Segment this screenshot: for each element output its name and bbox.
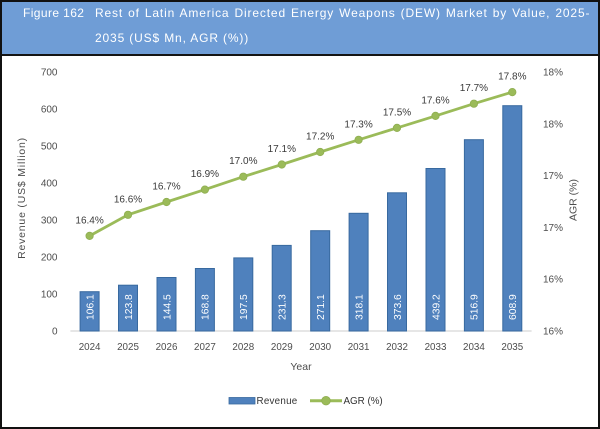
svg-text:2031: 2031 xyxy=(348,342,370,353)
svg-text:168.8: 168.8 xyxy=(201,294,212,320)
svg-text:2029: 2029 xyxy=(271,342,293,353)
svg-text:17%: 17% xyxy=(543,171,563,182)
svg-text:17.7%: 17.7% xyxy=(460,83,488,94)
svg-text:2032: 2032 xyxy=(386,342,408,353)
svg-text:18%: 18% xyxy=(543,68,563,79)
svg-text:AGR (%): AGR (%) xyxy=(344,396,383,407)
svg-text:100: 100 xyxy=(41,290,58,301)
svg-text:2030: 2030 xyxy=(309,342,331,353)
svg-text:16.4%: 16.4% xyxy=(75,215,103,226)
svg-text:16%: 16% xyxy=(543,275,563,286)
svg-text:600: 600 xyxy=(41,105,58,116)
svg-text:17.2%: 17.2% xyxy=(306,132,334,143)
svg-text:Revenue (US$ Million): Revenue (US$ Million) xyxy=(16,137,28,259)
svg-text:2028: 2028 xyxy=(232,342,254,353)
svg-text:17%: 17% xyxy=(543,223,563,234)
svg-text:400: 400 xyxy=(41,179,58,190)
svg-text:2025: 2025 xyxy=(117,342,139,353)
svg-text:516.9: 516.9 xyxy=(470,294,481,320)
svg-text:2026: 2026 xyxy=(156,342,178,353)
svg-text:17.0%: 17.0% xyxy=(229,156,257,167)
svg-text:700: 700 xyxy=(41,68,58,79)
svg-text:18%: 18% xyxy=(543,119,563,130)
svg-text:17.6%: 17.6% xyxy=(421,95,449,106)
svg-text:17.3%: 17.3% xyxy=(344,119,372,130)
svg-text:17.8%: 17.8% xyxy=(498,72,526,83)
svg-text:16%: 16% xyxy=(543,327,563,338)
svg-text:300: 300 xyxy=(41,216,58,227)
svg-text:144.5: 144.5 xyxy=(162,294,173,320)
svg-text:2027: 2027 xyxy=(194,342,216,353)
svg-text:2035: 2035 xyxy=(501,342,523,353)
svg-text:271.1: 271.1 xyxy=(316,294,327,320)
svg-text:16.7%: 16.7% xyxy=(152,182,180,193)
svg-text:439.2: 439.2 xyxy=(431,294,442,320)
svg-text:AGR (%): AGR (%) xyxy=(568,179,580,221)
svg-text:123.8: 123.8 xyxy=(124,294,135,320)
svg-text:318.1: 318.1 xyxy=(354,294,365,320)
svg-text:200: 200 xyxy=(41,253,58,264)
svg-text:17.1%: 17.1% xyxy=(268,144,296,155)
svg-text:231.3: 231.3 xyxy=(278,294,289,320)
svg-text:Revenue: Revenue xyxy=(257,396,298,407)
svg-text:500: 500 xyxy=(41,142,58,153)
svg-text:197.5: 197.5 xyxy=(239,294,250,320)
svg-text:2024: 2024 xyxy=(79,342,101,353)
svg-text:608.9: 608.9 xyxy=(508,294,519,320)
svg-text:0: 0 xyxy=(52,327,58,338)
svg-text:2033: 2033 xyxy=(425,342,447,353)
svg-text:2034: 2034 xyxy=(463,342,485,353)
svg-text:16.6%: 16.6% xyxy=(114,194,142,205)
svg-text:17.5%: 17.5% xyxy=(383,107,411,118)
svg-text:16.9%: 16.9% xyxy=(191,169,219,180)
svg-text:Year: Year xyxy=(290,361,312,373)
svg-text:373.6: 373.6 xyxy=(393,294,404,320)
svg-text:106.1: 106.1 xyxy=(85,294,96,320)
